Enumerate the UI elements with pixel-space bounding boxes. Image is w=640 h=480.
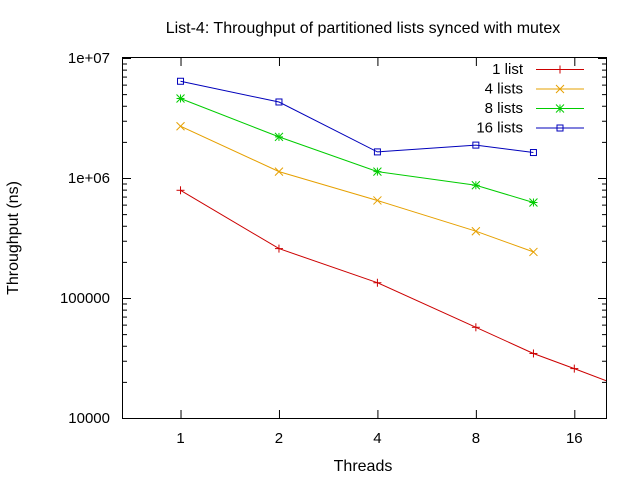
data-point xyxy=(529,198,538,207)
data-point xyxy=(471,180,481,190)
x-tick-label: 8 xyxy=(472,430,480,447)
data-point xyxy=(275,98,283,106)
series-3 xyxy=(176,94,538,207)
y-tick-label: 100000 xyxy=(60,290,110,307)
data-point xyxy=(556,65,564,74)
y-tick-label: 10000 xyxy=(68,410,110,427)
plot-area-frame xyxy=(122,57,607,419)
series-line xyxy=(180,80,534,153)
series-4 xyxy=(177,77,537,157)
data-point xyxy=(570,364,579,373)
legend-item: 16 lists xyxy=(476,120,584,137)
data-point xyxy=(373,148,381,156)
series-line xyxy=(180,125,534,253)
data-point xyxy=(472,141,480,149)
legend-label: 16 lists xyxy=(476,120,523,137)
data-point xyxy=(176,94,185,103)
legend: 1 list 4 lists 8 lists 16 lists xyxy=(476,61,584,137)
legend-label: 1 list xyxy=(492,61,524,78)
legend-label: 4 lists xyxy=(485,81,523,98)
axis-ticks: 10000 100000 1e+06 1e+07 1 2 4 8 16 xyxy=(60,50,606,447)
data-point xyxy=(274,167,284,176)
data-point xyxy=(471,226,481,236)
series-line xyxy=(180,189,606,382)
data-point xyxy=(529,349,538,358)
legend-item: 4 lists xyxy=(485,81,584,98)
chart-title: List-4: Throughput of partitioned lists … xyxy=(166,20,561,37)
x-tick-label: 4 xyxy=(373,430,381,447)
data-point xyxy=(556,124,564,132)
data-point xyxy=(555,84,565,94)
y-axis-label: Throughput (ns) xyxy=(5,181,22,295)
x-tick-label: 16 xyxy=(566,430,583,447)
x-tick-label: 1 xyxy=(176,430,184,447)
y-tick-label: 1e+07 xyxy=(68,50,110,67)
legend-item: 1 list xyxy=(492,61,584,78)
data-point xyxy=(274,244,283,253)
data-point xyxy=(176,121,185,131)
data-point xyxy=(373,278,382,287)
data-point xyxy=(529,247,538,257)
x-tick-label: 2 xyxy=(275,430,283,447)
data-point xyxy=(176,186,185,195)
legend-item: 8 lists xyxy=(485,100,584,117)
series-1 xyxy=(176,186,606,382)
y-tick-label: 1e+06 xyxy=(68,170,110,187)
data-point xyxy=(177,77,185,85)
data-point xyxy=(471,323,480,332)
data-point xyxy=(373,167,382,176)
legend-label: 8 lists xyxy=(485,100,523,117)
series-2 xyxy=(176,121,538,257)
plot-series xyxy=(176,77,606,382)
data-point xyxy=(373,196,382,205)
data-point xyxy=(529,149,537,157)
data-point xyxy=(274,132,284,142)
data-point xyxy=(555,104,565,113)
x-axis-label: Threads xyxy=(334,458,393,475)
